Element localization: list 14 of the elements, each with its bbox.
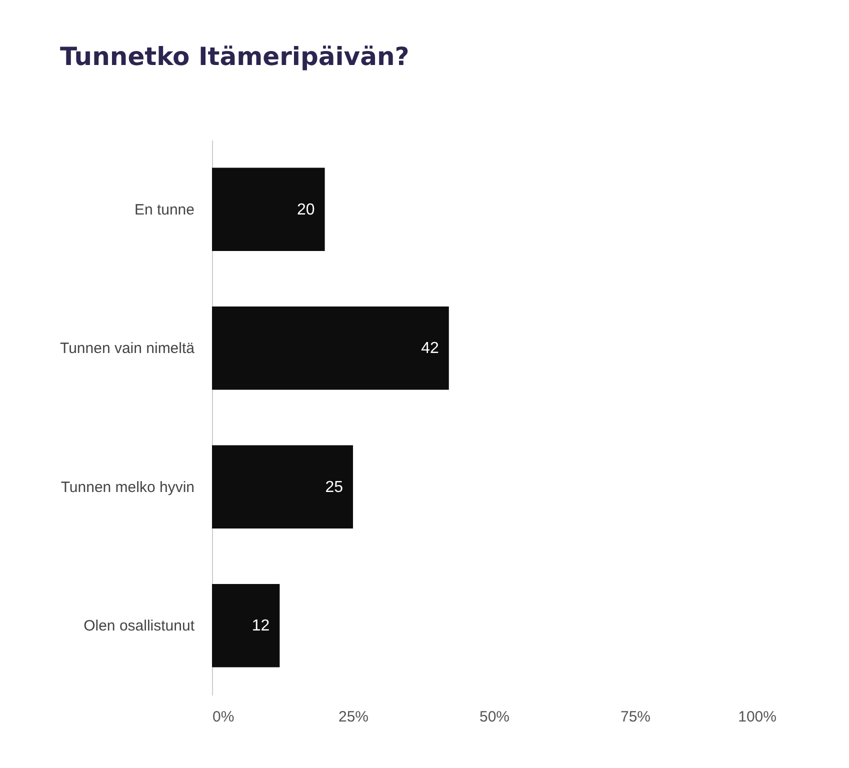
x-tick-label: 75% — [620, 708, 651, 726]
y-tick-label: En tunne — [134, 201, 194, 218]
data-label: 20 — [297, 201, 315, 218]
x-tick-label: 50% — [479, 708, 510, 726]
y-tick-label: Tunnen melko hyvin — [60, 478, 194, 496]
data-label: 12 — [252, 618, 270, 635]
x-tick-label: 100% — [738, 708, 776, 726]
y-tick-label: Tunnen vain nimeltä — [60, 340, 196, 358]
data-label: 42 — [421, 340, 439, 358]
y-tick-label: Olen osallistunut — [84, 618, 196, 635]
data-label: 25 — [325, 478, 344, 496]
chart-title: Tunnetko Itämeripäivän? — [60, 42, 410, 71]
x-tick-label: 25% — [338, 708, 369, 726]
x-tick-label: 0% — [212, 708, 234, 726]
